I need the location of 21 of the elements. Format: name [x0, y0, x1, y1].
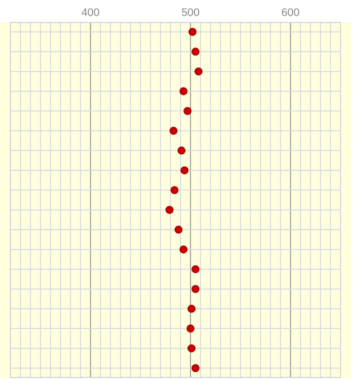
point — [192, 265, 200, 274]
point — [192, 48, 200, 56]
point — [174, 226, 182, 234]
point — [180, 166, 188, 174]
point — [170, 126, 178, 135]
point — [188, 28, 196, 36]
point — [188, 344, 196, 352]
point — [180, 245, 188, 254]
point — [170, 186, 178, 194]
point — [192, 364, 200, 372]
point — [192, 285, 200, 293]
point — [186, 324, 194, 333]
point — [180, 87, 188, 96]
x-tick-label: 400 — [81, 7, 100, 19]
point — [184, 107, 192, 115]
point — [194, 67, 202, 76]
x-tick-label: 600 — [281, 7, 300, 19]
point — [188, 304, 196, 313]
x-tick-label: 500 — [181, 7, 200, 19]
point — [178, 146, 186, 155]
point — [166, 206, 174, 214]
